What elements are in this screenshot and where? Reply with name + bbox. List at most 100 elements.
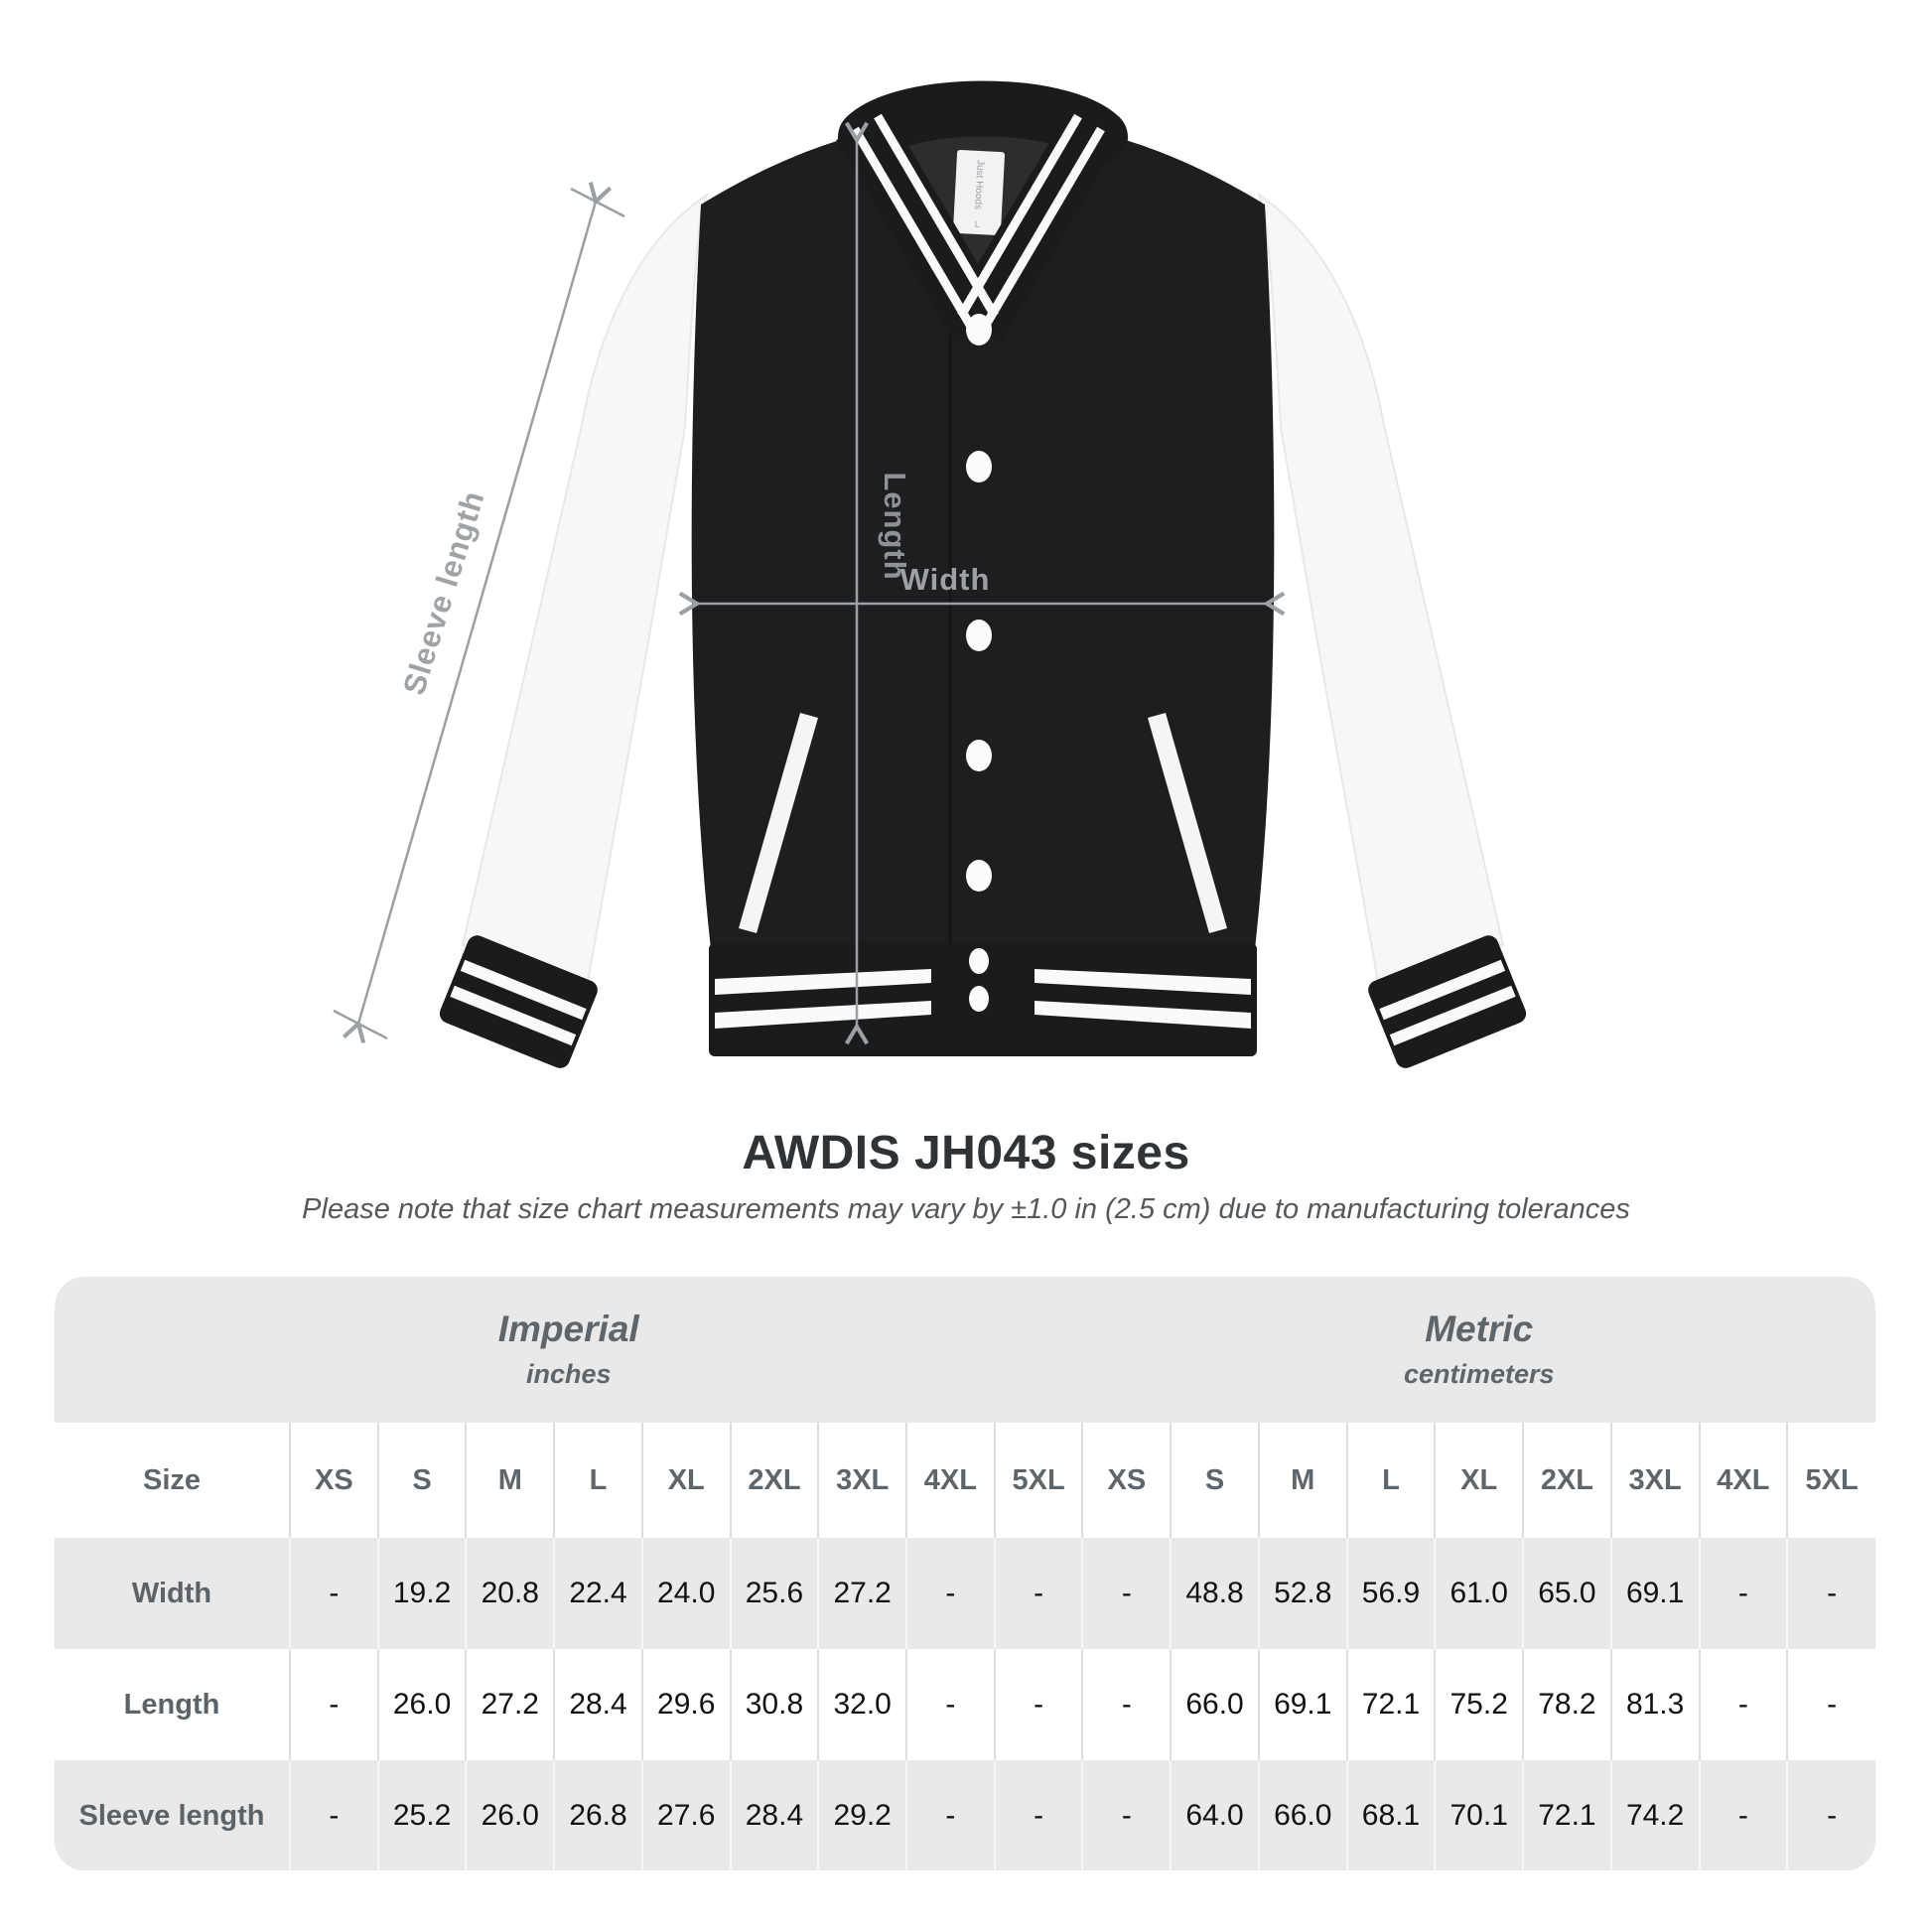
size-header-imperial: 2XL	[729, 1423, 819, 1538]
value-cell-imperial: -	[905, 1649, 995, 1760]
size-header-imperial: 5XL	[993, 1423, 1083, 1538]
value-cell-imperial: 19.2	[376, 1538, 467, 1649]
metric-group-header: Metric centimeters	[1082, 1277, 1875, 1423]
width-label: Width	[900, 562, 991, 597]
size-column-header: Size	[55, 1423, 290, 1538]
value-cell-metric: 56.9	[1345, 1538, 1436, 1649]
size-header-imperial: 4XL	[905, 1423, 995, 1538]
value-cell-metric: 64.0	[1170, 1760, 1259, 1870]
sleeve-length-arrow	[342, 182, 613, 1043]
row-label: Width	[55, 1538, 290, 1649]
imperial-group-header: Imperial inches	[55, 1277, 1083, 1423]
sleeve-length-tick-bottom	[333, 1009, 388, 1040]
table-row: Width -19.2 20.8 22.4 24.0 25.6 27.2- - -48.8 52.…	[55, 1538, 1875, 1649]
size-header-metric: 4XL	[1698, 1423, 1788, 1538]
size-header-metric: 3XL	[1609, 1423, 1700, 1538]
value-cell-metric: 65.0	[1522, 1538, 1611, 1649]
value-cell-metric: 75.2	[1434, 1649, 1524, 1760]
value-cell-metric: -	[1698, 1760, 1788, 1870]
value-cell-imperial: 25.2	[376, 1760, 467, 1870]
size-header-metric: S	[1170, 1423, 1259, 1538]
value-cell-imperial: -	[993, 1760, 1083, 1870]
value-cell-imperial: 20.8	[465, 1538, 555, 1649]
value-cell-metric: 61.0	[1434, 1538, 1524, 1649]
jacket-pockets	[739, 713, 1227, 933]
value-cell-imperial: 29.2	[817, 1760, 907, 1870]
size-header-row: Size XS S M L XL 2XL 3XL 4XL 5XL XS S M L XL 2XL 3XL 4XL 5…	[55, 1423, 1875, 1538]
value-cell-imperial: 30.8	[729, 1649, 819, 1760]
imperial-sublabel: inches	[525, 1359, 612, 1390]
row-label: Sleeve length	[55, 1760, 290, 1870]
neck-tag-size: L	[975, 219, 981, 229]
table-row: Length -26.0 27.2 28.4 29.6 30.8 32.0- - -66.0 69…	[55, 1649, 1875, 1760]
value-cell-metric: -	[1081, 1760, 1172, 1870]
length-label: Length	[878, 472, 912, 580]
value-cell-imperial: 28.4	[729, 1760, 819, 1870]
value-cell-metric: 66.0	[1170, 1649, 1259, 1760]
measurement-annotations	[333, 121, 1286, 1045]
size-header-imperial: S	[376, 1423, 467, 1538]
varsity-jacket-illustration: Just Hoods L	[333, 80, 1527, 1068]
value-cell-imperial: -	[993, 1649, 1083, 1760]
value-cell-metric: 69.1	[1257, 1649, 1347, 1760]
value-cell-metric: -	[1786, 1649, 1875, 1760]
value-cell-imperial: 32.0	[817, 1649, 907, 1760]
sleeve-length-tick-top	[570, 187, 625, 218]
value-cell-metric: 81.3	[1609, 1649, 1700, 1760]
metric-label: Metric	[1425, 1308, 1534, 1349]
size-table: Imperial inches Metric centimeters Size X…	[55, 1277, 1875, 1870]
size-header-metric: L	[1345, 1423, 1436, 1538]
value-cell-metric: 66.0	[1257, 1760, 1347, 1870]
size-header-metric: XS	[1081, 1423, 1172, 1538]
size-header-metric: M	[1257, 1423, 1347, 1538]
value-cell-metric: 70.1	[1434, 1760, 1524, 1870]
value-cell-imperial: 28.4	[553, 1649, 642, 1760]
value-cell-metric: 78.2	[1522, 1649, 1611, 1760]
value-cell-imperial: -	[993, 1538, 1083, 1649]
value-cell-imperial: 29.6	[640, 1649, 731, 1760]
sleeve-length-label: Sleeve length	[396, 486, 491, 699]
page-title: AWDIS JH043 sizes	[742, 1127, 1190, 1179]
size-header-metric: 5XL	[1786, 1423, 1875, 1538]
size-header-imperial: 3XL	[817, 1423, 907, 1538]
jacket-body	[691, 117, 1275, 949]
jacket-cuff-right	[1368, 935, 1527, 1068]
value-cell-metric: -	[1081, 1538, 1172, 1649]
row-label: Length	[55, 1649, 290, 1760]
value-cell-imperial: 27.2	[817, 1538, 907, 1649]
value-cell-metric: 74.2	[1609, 1760, 1700, 1870]
value-cell-metric: 68.1	[1345, 1760, 1436, 1870]
value-cell-metric: 69.1	[1609, 1538, 1700, 1649]
value-cell-metric: -	[1786, 1538, 1875, 1649]
value-cell-metric: -	[1786, 1760, 1875, 1870]
value-cell-imperial: 25.6	[729, 1538, 819, 1649]
value-cell-metric: 48.8	[1170, 1538, 1259, 1649]
neck-tag: Just Hoods L	[952, 149, 1006, 236]
value-cell-imperial: 26.8	[553, 1760, 642, 1870]
page-subtitle: Please note that size chart measurements…	[302, 1193, 1630, 1225]
jacket-collar	[836, 80, 1128, 344]
value-cell-imperial: -	[289, 1649, 378, 1760]
value-cell-imperial: -	[289, 1538, 378, 1649]
value-cell-imperial: 24.0	[640, 1538, 731, 1649]
value-cell-imperial: -	[905, 1760, 995, 1870]
size-header-imperial: M	[465, 1423, 555, 1538]
value-cell-imperial: -	[905, 1538, 995, 1649]
value-cell-imperial: 26.0	[376, 1649, 467, 1760]
value-cell-metric: -	[1698, 1649, 1788, 1760]
neck-tag-brand: Just Hoods	[972, 160, 986, 210]
size-header-imperial: L	[553, 1423, 642, 1538]
size-header-metric: 2XL	[1522, 1423, 1611, 1538]
metric-sublabel: centimeters	[1403, 1359, 1555, 1390]
value-cell-imperial: 27.2	[465, 1649, 555, 1760]
value-cell-imperial: -	[289, 1760, 378, 1870]
size-header-metric: XL	[1434, 1423, 1524, 1538]
value-cell-imperial: 26.0	[465, 1760, 555, 1870]
value-cell-metric: 72.1	[1345, 1649, 1436, 1760]
size-header-imperial: XL	[640, 1423, 731, 1538]
imperial-label: Imperial	[497, 1308, 639, 1349]
value-cell-metric: 72.1	[1522, 1760, 1611, 1870]
unit-group-row: Imperial inches Metric centimeters	[55, 1277, 1875, 1423]
value-cell-imperial: 22.4	[553, 1538, 642, 1649]
